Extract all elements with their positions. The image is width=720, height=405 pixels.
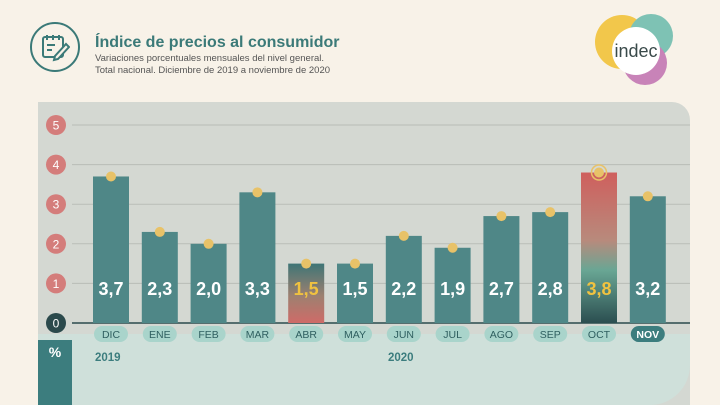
value-label-oct: 3,8 [586,279,611,299]
month-pill-oct [582,326,616,342]
bar-abr [288,263,325,323]
value-label-feb: 2,0 [196,279,221,299]
month-label-ene: ENE [149,329,171,341]
logo-text: indec [614,41,657,61]
month-pill-may [338,326,372,342]
value-label-ago: 2,7 [489,279,514,299]
month-pill-jun [386,326,421,342]
month-pill-feb [191,326,226,342]
month-pill-ene [142,326,177,342]
month-label-nov: NOV [636,329,659,341]
page-title: Índice de precios al consumidor [95,34,340,51]
month-pill-mar [240,326,275,342]
month-label-abr: ABR [295,329,317,341]
month-pill-jul [435,326,470,342]
bar-jul [434,247,471,323]
page-subtitle: Variaciones porcentuales mensuales del n… [95,53,331,76]
month-label-feb: FEB [198,329,218,341]
bar-ene [141,231,178,323]
marker-oct [594,167,604,178]
month-pill-sep [533,326,568,342]
marker-may [350,258,360,269]
month-label-sep: SEP [540,329,561,341]
chart-bottom-strip [38,334,690,405]
value-label-jul: 1,9 [440,279,465,299]
month-label-jul: JUL [443,329,462,341]
value-label-ene: 2,3 [147,279,172,299]
ytick-badge-4 [46,154,66,175]
percent-strip [38,340,72,405]
marker-ene [154,226,165,237]
month-label-dic: DIC [102,329,121,341]
marker-ring-oct [590,164,608,181]
ytick-label-1: 1 [53,277,60,291]
year-label-2020: 2020 [388,352,414,364]
ytick-label-4: 4 [53,158,60,172]
marker-mar [252,187,263,198]
calendar-pencil-icon [30,22,80,72]
bar-jun [385,235,422,323]
bar-oct [581,172,617,323]
year-label-2019: 2019 [95,352,121,364]
value-label-jun: 2,2 [391,279,416,299]
bar-feb [190,243,227,323]
marker-dic [106,171,116,182]
ytick-badge-2 [46,233,66,254]
ytick-badge-5 [46,115,66,135]
month-label-oct: OCT [588,329,611,341]
marker-nov [642,191,653,202]
ytick-label-5: 5 [53,119,60,133]
y-axis-label: % [48,344,62,360]
month-pill-nov [630,326,665,342]
marker-feb [203,238,214,249]
marker-abr [301,258,312,269]
marker-jul [447,242,458,253]
ytick-label-2: 2 [53,237,60,251]
marker-ago [496,211,507,222]
month-label-ago: AGO [490,329,513,341]
ytick-badge-0 [46,313,66,333]
ytick-label-0: 0 [53,317,60,331]
bar-sep [532,212,569,323]
bar-mar [239,192,276,323]
value-label-sep: 2,8 [538,279,563,299]
month-label-may: MAY [344,329,366,341]
ytick-badge-3 [46,194,66,215]
value-label-nov: 3,2 [635,279,660,299]
value-label-dic: 3,7 [98,279,123,299]
bar-may [337,263,373,323]
bar-dic [93,176,129,323]
marker-sep [545,207,556,218]
bar-ago [483,216,520,323]
month-label-jun: JUN [394,329,414,341]
month-label-mar: MAR [246,329,270,341]
month-pill-abr [289,326,324,342]
month-pill-ago [484,326,519,342]
value-label-abr: 1,5 [294,279,319,299]
value-label-mar: 3,3 [245,279,270,299]
bar-nov [629,196,666,323]
value-label-may: 1,5 [342,279,367,299]
ytick-label-3: 3 [53,198,60,212]
indec-logo: indec [588,12,700,92]
month-pill-dic [94,326,128,342]
marker-jun [398,230,409,241]
ytick-badge-1 [46,273,66,294]
